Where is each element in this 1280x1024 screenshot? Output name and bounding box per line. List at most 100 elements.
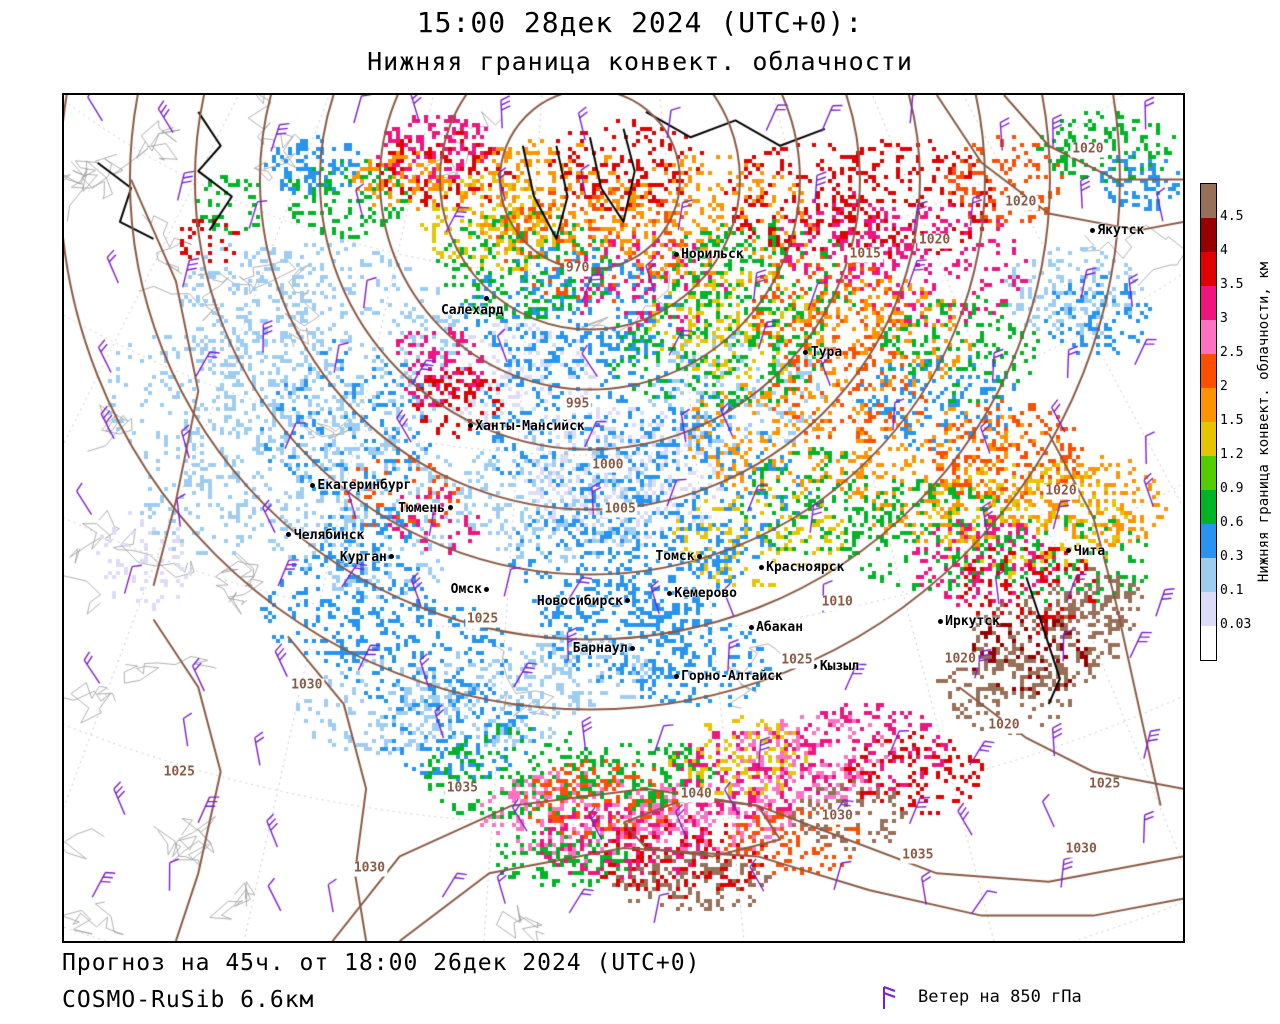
city-dot-icon bbox=[673, 673, 679, 679]
colorbar-ticks: 4.5 4 3.5 3 2.5 2 1.5 1.2 0.9 0.6 0.3 0.1 0.03 bbox=[1220, 183, 1254, 659]
colorbar-tick: 4 bbox=[1220, 243, 1228, 258]
city-dot-icon bbox=[629, 645, 635, 651]
weather-raster-canvas bbox=[64, 95, 1183, 941]
isobar-label: 1035 bbox=[900, 847, 936, 864]
colorbar-scale bbox=[1200, 183, 1217, 661]
colorbar-tick: 3.5 bbox=[1220, 277, 1244, 292]
city-dot-icon bbox=[625, 598, 631, 604]
colorbar-segment bbox=[1201, 388, 1216, 422]
city-label: Чита bbox=[1073, 543, 1106, 559]
colorbar-tick: 4.5 bbox=[1220, 209, 1244, 224]
city-dot-icon bbox=[803, 349, 809, 355]
city-label: Салехард bbox=[440, 303, 504, 319]
header: 15:00 28дек 2024 (UTC+0): Нижняя граница… bbox=[0, 6, 1280, 76]
city-label: Абакан bbox=[756, 620, 804, 636]
colorbar-segment bbox=[1201, 286, 1216, 320]
city-label: Курган bbox=[339, 549, 387, 565]
colorbar-segment bbox=[1201, 524, 1216, 558]
isobar-label: 1020 bbox=[942, 651, 978, 668]
title-line-2: Нижняя граница конвект. облачности bbox=[367, 47, 913, 76]
colorbar-tick: 2.5 bbox=[1220, 345, 1244, 360]
city-dot-icon bbox=[309, 482, 315, 488]
colorbar: 4.5 4 3.5 3 2.5 2 1.5 1.2 0.9 0.6 0.3 0.1 0.03 Нижня… bbox=[1200, 183, 1280, 661]
isobar-label: 1015 bbox=[847, 246, 883, 263]
isobar-label: 1030 bbox=[1063, 842, 1099, 858]
colorbar-tick: 0.3 bbox=[1220, 549, 1244, 564]
colorbar-segment bbox=[1201, 422, 1216, 456]
city-dot-icon bbox=[286, 532, 292, 538]
colorbar-tick: 0.6 bbox=[1220, 515, 1244, 530]
colorbar-segment bbox=[1201, 252, 1216, 286]
isobar-label: 1025 bbox=[464, 611, 501, 628]
colorbar-tick: 0.9 bbox=[1220, 481, 1244, 496]
colorbar-segment bbox=[1201, 490, 1216, 524]
city-dot-icon bbox=[812, 663, 818, 669]
city-dot-icon bbox=[748, 624, 754, 630]
isobar-label: 1025 bbox=[161, 765, 197, 781]
city-label: Норильск bbox=[681, 247, 744, 263]
colorbar-segment bbox=[1201, 184, 1216, 218]
city-dot-icon bbox=[673, 251, 679, 257]
city-dot-icon bbox=[389, 554, 395, 560]
city-label: Томск bbox=[655, 549, 695, 565]
title-line-1: 15:00 28дек 2024 (UTC+0): bbox=[416, 6, 864, 39]
isobar-label: 1040 bbox=[678, 787, 714, 803]
isobar-label: 1010 bbox=[819, 594, 855, 611]
colorbar-segment bbox=[1201, 558, 1216, 592]
isobar-label: 1020 bbox=[986, 717, 1022, 734]
isobar-label: 1020 bbox=[1003, 194, 1039, 211]
map-panel: Якутск Норильск Салехард Тура Ханты-Мансийск… bbox=[62, 93, 1185, 943]
city-dot-icon bbox=[937, 618, 943, 624]
map-overlay: Якутск Норильск Салехард Тура Ханты-Мансийск… bbox=[64, 95, 1183, 941]
isobar-label: 1030 bbox=[819, 808, 855, 825]
colorbar-tick: 0.1 bbox=[1220, 583, 1244, 598]
colorbar-segment bbox=[1201, 218, 1216, 252]
city-label: Ханты-Мансийск bbox=[475, 418, 585, 434]
isobar-label: 1005 bbox=[602, 501, 638, 518]
city-label: Омск bbox=[450, 582, 482, 598]
city-label: Тюмень bbox=[398, 500, 446, 516]
isobar-label: 995 bbox=[563, 396, 592, 413]
isobar-label: 970 bbox=[563, 260, 592, 277]
city-dot-icon bbox=[447, 505, 453, 511]
isobar-label: 1025 bbox=[779, 652, 815, 669]
city-dot-icon bbox=[697, 553, 703, 559]
city-label: Иркутск bbox=[945, 614, 1000, 630]
forecast-info: Прогноз на 45ч. от 18:00 26дек 2024 (UTC… bbox=[62, 950, 701, 976]
colorbar-segment bbox=[1201, 456, 1216, 490]
city-dot-icon bbox=[484, 295, 490, 301]
city-label: Якутск bbox=[1097, 223, 1145, 239]
city-dot-icon bbox=[758, 564, 764, 570]
isobar-label: 1020 bbox=[1043, 483, 1079, 500]
isobar-label: 1030 bbox=[289, 677, 325, 693]
colorbar-segment bbox=[1201, 626, 1216, 660]
city-label: Новосибирск bbox=[536, 593, 623, 609]
isobar-label: 1030 bbox=[351, 860, 388, 877]
city-dot-icon bbox=[484, 586, 490, 592]
city-label: Екатеринбург bbox=[317, 478, 412, 493]
city-label: Барнаул bbox=[572, 641, 628, 657]
colorbar-tick: 3 bbox=[1220, 311, 1228, 326]
isobar-label: 1025 bbox=[1087, 776, 1123, 793]
isobar-label: 1035 bbox=[444, 780, 481, 797]
isobar-label: 1020 bbox=[1070, 141, 1106, 158]
city-label: Красноярск bbox=[766, 560, 845, 576]
city-dot-icon bbox=[1066, 548, 1072, 554]
colorbar-title: Нижняя граница конвект. облачности, км bbox=[1256, 261, 1272, 583]
colorbar-segment bbox=[1201, 592, 1216, 626]
city-label: Горно-Алтайск bbox=[681, 669, 783, 685]
city-label: Кемерово bbox=[674, 586, 737, 602]
colorbar-tick: 1.2 bbox=[1220, 447, 1244, 462]
colorbar-tick: 0.03 bbox=[1220, 617, 1252, 632]
colorbar-tick: 2 bbox=[1220, 379, 1228, 394]
model-info: COSMO-RuSib 6.6км bbox=[62, 987, 315, 1013]
wind-legend-label: Ветер на 850 гПа bbox=[918, 987, 1082, 1007]
colorbar-segment bbox=[1201, 320, 1216, 354]
wind-legend: Ветер на 850 гПа bbox=[878, 983, 1082, 1011]
isobar-label: 1000 bbox=[590, 457, 626, 474]
city-label: Кызыл bbox=[819, 659, 859, 675]
isobar-label: 1020 bbox=[916, 232, 953, 249]
city-label: Тура bbox=[810, 345, 843, 361]
colorbar-tick: 1.5 bbox=[1220, 413, 1244, 428]
